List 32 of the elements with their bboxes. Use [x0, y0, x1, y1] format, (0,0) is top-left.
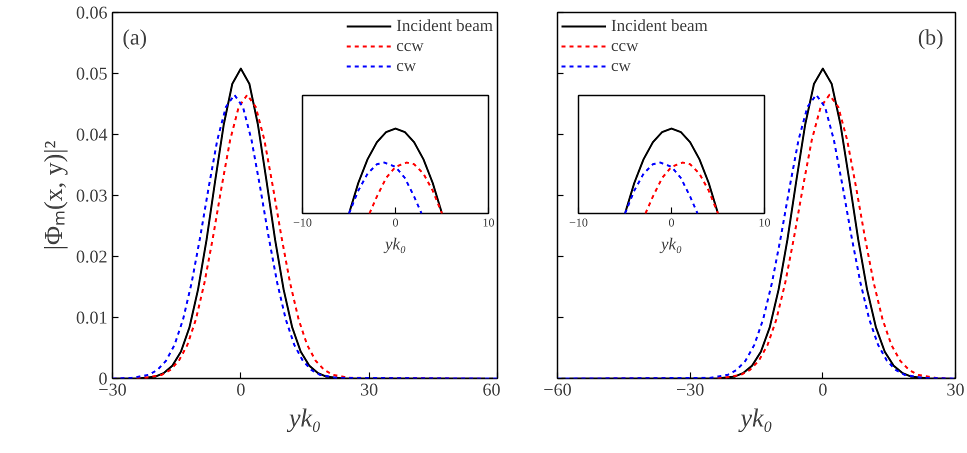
x-tick-label: 0 [392, 216, 398, 230]
legend-label: Incident beam [611, 16, 708, 36]
x-tick-label: 30 [360, 380, 378, 400]
legend-label: cw [611, 56, 631, 76]
x-tick-label: −10 [293, 216, 312, 230]
legend-label: ccw [396, 36, 424, 56]
y-tick-label: 0.04 [76, 124, 108, 144]
x-tick-label: −30 [676, 380, 704, 400]
x-tick-label: 10 [758, 216, 770, 230]
y-tick-label: 0.03 [76, 186, 108, 206]
x-tick-label: 0 [668, 216, 674, 230]
x-tick-label: −10 [569, 216, 588, 230]
legend-label: Incident beam [396, 16, 493, 36]
x-tick-label: 10 [482, 216, 494, 230]
x-tick-label: 60 [482, 380, 500, 400]
x-tick-label: 0 [818, 380, 828, 400]
legend-label: ccw [611, 36, 638, 56]
x-tick-label: −60 [543, 380, 572, 400]
annotation: (a) [122, 24, 147, 50]
legend-label: cw [396, 56, 416, 76]
x-axis-title: yk₀ [659, 234, 682, 254]
x-tick-label: 30 [946, 380, 964, 400]
y-tick-label: 0.02 [76, 246, 108, 266]
x-axis-title: yk₀ [383, 234, 406, 254]
x-axis-title: yk₀ [737, 404, 773, 432]
y-axis-title: |Φₘ(x, y)|² [39, 140, 68, 250]
x-tick-label: 0 [236, 380, 246, 400]
annotation: (b) [918, 24, 944, 50]
y-tick-label: 0.01 [76, 308, 108, 328]
x-axis-title: yk₀ [286, 404, 322, 432]
y-tick-label: 0.06 [76, 2, 108, 22]
y-tick-label: 0.05 [76, 64, 108, 84]
